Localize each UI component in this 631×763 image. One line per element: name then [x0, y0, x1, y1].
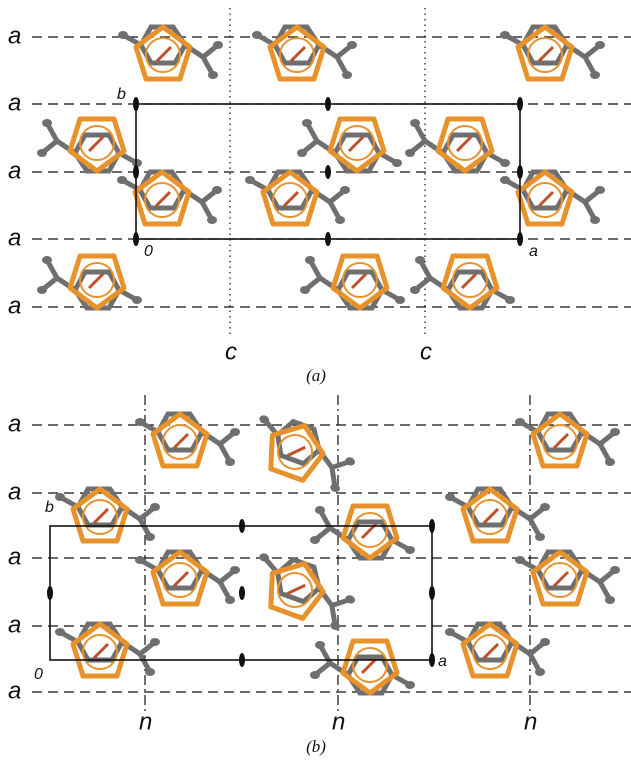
plane-label: a	[8, 543, 21, 570]
plane-label: a	[8, 157, 21, 184]
plane-label: a	[8, 677, 21, 704]
glide-label: c	[420, 338, 432, 365]
plane-label: a	[8, 478, 21, 505]
glide-label: n	[524, 708, 537, 735]
glide-label: n	[139, 708, 152, 735]
glide-label: n	[332, 708, 345, 735]
axis-label: a	[529, 243, 538, 260]
caption: (b)	[306, 737, 326, 756]
caption: (a)	[306, 366, 326, 385]
glide-label: c	[225, 338, 237, 365]
plane-label: a	[8, 224, 21, 251]
plane-label: a	[8, 410, 21, 437]
plane-label: a	[8, 22, 21, 49]
axis-label: b	[45, 499, 54, 516]
plane-label: a	[8, 611, 21, 638]
panel-b: a a a a a n n n b 0 a (b)	[8, 395, 631, 756]
axis-label: 0	[144, 243, 153, 260]
plane-label: a	[8, 89, 21, 116]
plane-label: a	[8, 292, 21, 319]
axis-label: a	[438, 653, 447, 670]
panel-a: a a a a a c c b 0 a (a)	[8, 8, 631, 385]
axis-label: b	[117, 86, 126, 103]
axis-label: 0	[34, 666, 43, 683]
